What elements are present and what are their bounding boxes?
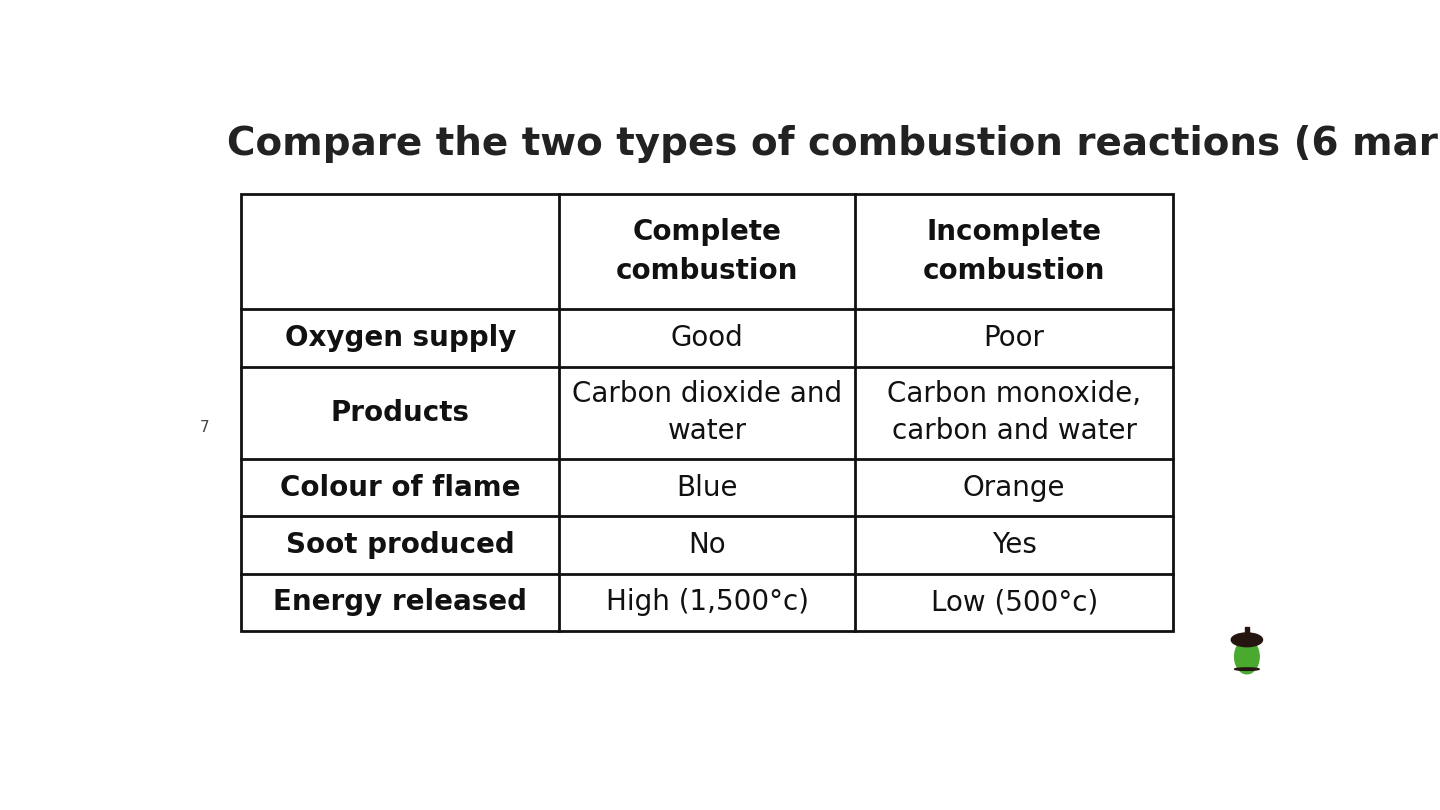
Text: Colour of flame: Colour of flame [281, 474, 521, 501]
Text: Soot produced: Soot produced [287, 531, 514, 559]
Text: Oxygen supply: Oxygen supply [285, 324, 516, 352]
Ellipse shape [1234, 640, 1259, 674]
Text: Carbon dioxide and
water: Carbon dioxide and water [572, 381, 842, 446]
Text: Low (500°c): Low (500°c) [930, 588, 1097, 616]
Ellipse shape [1231, 633, 1263, 646]
Ellipse shape [1234, 668, 1259, 671]
Text: 7: 7 [200, 420, 210, 435]
Bar [1246, 627, 1248, 634]
Text: Compare the two types of combustion reactions (6 marks): Compare the two types of combustion reac… [228, 126, 1440, 164]
Text: Complete
combustion: Complete combustion [616, 218, 799, 285]
Text: Incomplete
combustion: Incomplete combustion [923, 218, 1106, 285]
Text: Good: Good [671, 324, 743, 352]
Text: Yes: Yes [992, 531, 1037, 559]
Text: Energy released: Energy released [274, 588, 527, 616]
Text: Poor: Poor [984, 324, 1044, 352]
Text: Blue: Blue [677, 474, 739, 501]
Text: No: No [688, 531, 726, 559]
Bar [242, 194, 1174, 631]
Text: Carbon monoxide,
carbon and water: Carbon monoxide, carbon and water [887, 381, 1142, 446]
Text: Orange: Orange [963, 474, 1066, 501]
Text: Products: Products [331, 399, 469, 427]
Text: High (1,500°c): High (1,500°c) [606, 588, 809, 616]
